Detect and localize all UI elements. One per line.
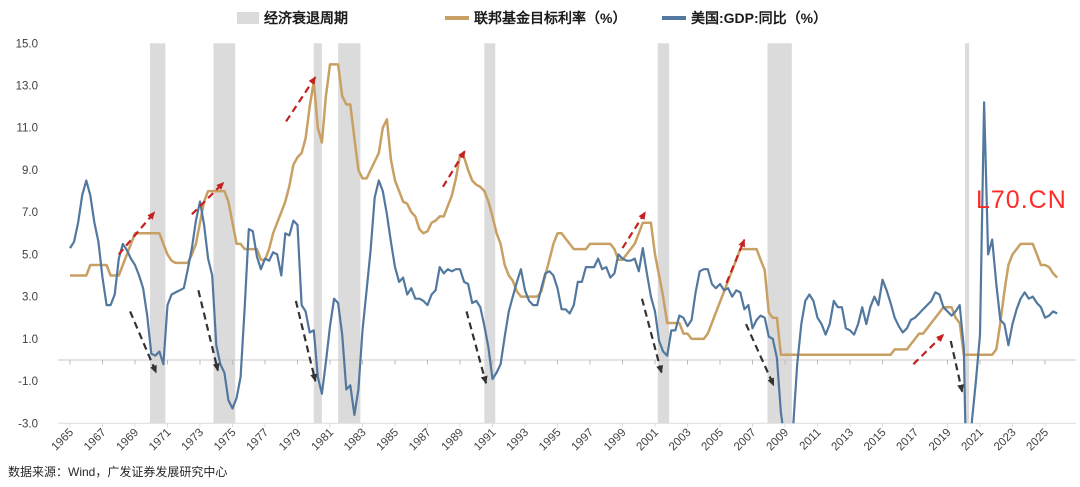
x-axis-tick-label: 1987 bbox=[407, 427, 434, 454]
x-axis-tick-label: 2005 bbox=[700, 427, 727, 454]
recession-band bbox=[338, 43, 361, 424]
x-axis-tick-label: 2017 bbox=[895, 427, 922, 454]
x-axis-tick-label: 1979 bbox=[277, 427, 304, 454]
x-axis-tick-label: 2007 bbox=[732, 427, 759, 454]
x-axis-tick-label: 2003 bbox=[667, 427, 694, 454]
x-axis-tick-label: 2023 bbox=[992, 427, 1019, 454]
rate-hike-arrow bbox=[441, 150, 466, 188]
x-axis-tick-label: 1993 bbox=[505, 427, 532, 454]
x-axis-tick-label: 1973 bbox=[180, 427, 207, 454]
x-axis-tick-label: 1969 bbox=[115, 427, 142, 454]
x-axis-tick-label: 2001 bbox=[635, 427, 662, 454]
rate-hike-arrow bbox=[285, 76, 317, 123]
x-axis-tick-label: 1965 bbox=[50, 427, 77, 454]
chart-legend: 经济衰退周期 联邦基金目标利率（%） 美国:GDP:同比（%） bbox=[0, 9, 1080, 29]
rate-hike-arrow bbox=[621, 211, 647, 249]
x-axis-tick-label: 2019 bbox=[927, 427, 954, 454]
legend-label-fed-funds: 联邦基金目标利率（%） bbox=[474, 10, 627, 26]
x-axis-tick-label: 2021 bbox=[960, 427, 987, 454]
rate-hike-arrow bbox=[117, 211, 156, 256]
x-axis-tick-label: 1981 bbox=[310, 427, 337, 454]
x-axis-tick-label: 1999 bbox=[602, 427, 629, 454]
recession-band bbox=[965, 43, 970, 424]
fed-funds-line-swatch bbox=[445, 16, 469, 20]
x-axis-tick-label: 1977 bbox=[245, 427, 272, 454]
x-axis-tick-label: 1967 bbox=[82, 427, 109, 454]
recession-band bbox=[767, 43, 792, 424]
rate-hike-arrow bbox=[191, 181, 225, 216]
y-axis-tick-label: 5.0 bbox=[22, 249, 38, 261]
y-axis-tick-label: 1.0 bbox=[22, 334, 38, 346]
x-axis-tick-label: 2015 bbox=[862, 427, 889, 454]
x-axis-tick-label: 2011 bbox=[798, 427, 824, 453]
gdp-line-swatch bbox=[662, 16, 686, 20]
y-axis-tick-label: 11.0 bbox=[16, 123, 38, 135]
rate-hike-arrow bbox=[912, 333, 945, 365]
recession-band-swatch bbox=[237, 12, 259, 24]
gdp-drop-arrow bbox=[640, 298, 664, 374]
y-axis-tick-label: 15.0 bbox=[16, 38, 38, 50]
x-axis-tick-label: 1989 bbox=[440, 427, 467, 454]
y-axis-tick-label: 9.0 bbox=[22, 165, 38, 177]
y-axis-tick-label: 13.0 bbox=[16, 81, 38, 93]
watermark: L70.CN bbox=[976, 186, 1067, 214]
x-axis-tick-label: 1997 bbox=[570, 427, 597, 454]
gdp-drop-arrow bbox=[949, 340, 965, 393]
x-axis-tick-label: 1991 bbox=[472, 427, 499, 454]
y-axis-tick-label: -1.0 bbox=[18, 376, 38, 388]
legend-label-gdp: 美国:GDP:同比（%） bbox=[691, 10, 828, 26]
x-axis-tick-label: 1995 bbox=[537, 427, 564, 454]
fed-funds-rate-line bbox=[70, 63, 1059, 356]
recession-band bbox=[484, 43, 496, 424]
source-note: 数据来源：Wind，广发证券发展研究中心 bbox=[8, 465, 228, 479]
x-axis-tick-label: 1985 bbox=[375, 427, 402, 454]
recession-band bbox=[657, 43, 670, 424]
gdp-yoy-line bbox=[69, 101, 1058, 424]
y-axis-tick-label: -3.0 bbox=[18, 418, 38, 430]
legend-label-recession: 经济衰退周期 bbox=[264, 10, 348, 26]
x-axis-tick-label: 2013 bbox=[830, 427, 857, 454]
y-axis-tick-label: 3.0 bbox=[22, 292, 38, 304]
legend-item-recession: 经济衰退周期 bbox=[237, 9, 348, 27]
x-axis-tick-label: 2009 bbox=[765, 427, 792, 454]
gdp-drop-arrow bbox=[465, 311, 488, 385]
recession-band bbox=[313, 43, 322, 424]
y-axis-tick-label: 7.0 bbox=[22, 207, 38, 219]
gdp-drop-arrow bbox=[197, 290, 220, 372]
legend-item-fed-funds: 联邦基金目标利率（%） bbox=[445, 9, 626, 27]
x-axis-tick-label: 1983 bbox=[342, 427, 369, 454]
recession-band bbox=[213, 43, 236, 424]
x-axis-tick-label: 1975 bbox=[212, 427, 239, 454]
x-axis-tick-label: 2025 bbox=[1025, 427, 1052, 454]
legend-item-gdp: 美国:GDP:同比（%） bbox=[662, 9, 827, 27]
x-axis-tick-label: 1971 bbox=[147, 427, 174, 454]
gdp-drop-arrow bbox=[294, 300, 318, 383]
rate-hike-arrow bbox=[725, 238, 746, 284]
